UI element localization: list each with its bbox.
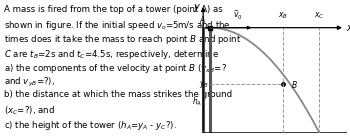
Text: $\vec{v}_0$: $\vec{v}_0$: [233, 8, 243, 22]
Text: c) the height of the tower ($h_A$=$y_A$ - $y_C$?).: c) the height of the tower ($h_A$=$y_A$ …: [4, 119, 177, 132]
Text: $h_A$: $h_A$: [192, 95, 202, 108]
Text: shown in figure. If the initial speed $v_o$=5m/s and the: shown in figure. If the initial speed $v…: [4, 19, 231, 32]
Text: $A$: $A$: [199, 14, 206, 25]
Text: $x_C$: $x_C$: [314, 11, 325, 21]
Text: and $v_{yB}$=?),: and $v_{yB}$=?),: [4, 76, 55, 89]
Text: $x$: $x$: [346, 23, 350, 33]
Text: $C$ are $t_B$=2s and $t_C$=4.5s, respectively, determine: $C$ are $t_B$=2s and $t_C$=4.5s, respect…: [4, 48, 219, 61]
Text: b) the distance at which the mass strikes the ground: b) the distance at which the mass strike…: [4, 90, 232, 99]
Text: $y$: $y$: [194, 2, 202, 14]
Text: $B$: $B$: [291, 79, 298, 90]
Text: A mass is fired from the top of a tower (point A) as: A mass is fired from the top of a tower …: [4, 5, 223, 14]
Text: $y_B$: $y_B$: [199, 79, 209, 90]
Text: times does it take the mass to reach point $B$ and point: times does it take the mass to reach poi…: [4, 33, 241, 46]
Text: a) the components of the velocity at point $B$ ($v_{xB}$=?: a) the components of the velocity at poi…: [4, 62, 227, 75]
Text: $x_B$: $x_B$: [278, 11, 288, 21]
Text: ($x_C$=?), and: ($x_C$=?), and: [4, 105, 55, 117]
